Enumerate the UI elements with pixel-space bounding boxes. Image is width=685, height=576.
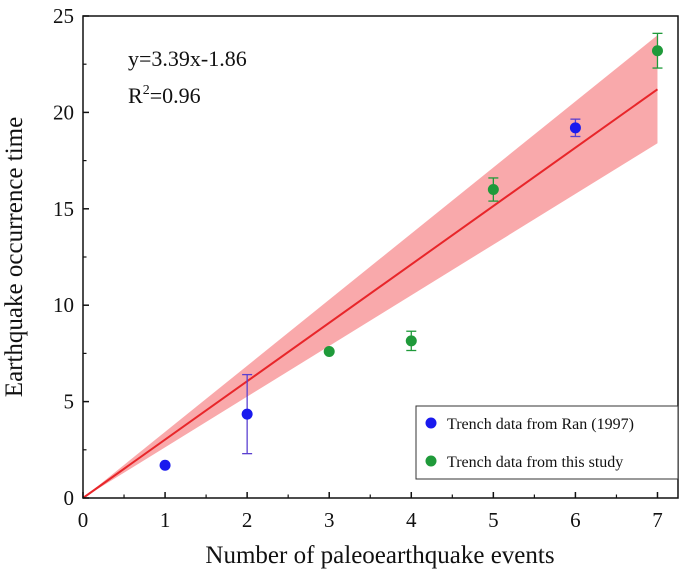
x-tick-label: 1 bbox=[160, 508, 171, 532]
data-point-series-2-4 bbox=[651, 45, 663, 57]
legend-label-this-study: Trench data from this study bbox=[447, 454, 623, 471]
confidence-band bbox=[83, 35, 658, 498]
data-point-series-2-1 bbox=[323, 345, 335, 357]
fit-equation-label: y=3.39x-1.86 bbox=[128, 46, 247, 71]
y-tick-label: 20 bbox=[53, 100, 74, 124]
x-tick-label: 3 bbox=[324, 508, 335, 532]
data-point-series-2-2 bbox=[405, 335, 417, 347]
x-tick-label: 5 bbox=[488, 508, 499, 532]
y-axis-title: Earthquake occurrence time bbox=[1, 117, 28, 397]
y-tick-label: 10 bbox=[53, 293, 74, 317]
data-point-series-2-3 bbox=[487, 184, 499, 196]
y-tick-label: 0 bbox=[64, 486, 75, 510]
legend-label-ran-1997: Trench data from Ran (1997) bbox=[447, 416, 634, 433]
r-squared-prefix: R bbox=[128, 83, 143, 108]
r-squared-label: R2=0.96 bbox=[128, 83, 201, 108]
x-tick-label: 2 bbox=[242, 508, 253, 532]
r-squared-superscript: 2 bbox=[143, 83, 150, 98]
x-tick-label: 4 bbox=[406, 508, 417, 532]
x-tick-label: 7 bbox=[652, 508, 663, 532]
x-axis-title: Number of paleoearthquake events bbox=[205, 542, 554, 569]
legend-box bbox=[415, 405, 679, 480]
data-point-series-1-3 bbox=[569, 122, 581, 134]
legend-marker-ran-1997 bbox=[425, 417, 437, 429]
y-tick-label: 5 bbox=[64, 390, 75, 414]
y-axis-ticks: 0 5 10 15 20 25 bbox=[53, 4, 89, 510]
confidence-band-layer bbox=[83, 35, 658, 498]
data-points-layer bbox=[159, 45, 663, 471]
legend: Trench data from Ran (1997) Trench data … bbox=[415, 405, 679, 480]
x-tick-label: 6 bbox=[570, 508, 581, 532]
fit-line bbox=[82, 88, 659, 499]
y-tick-label: 25 bbox=[53, 4, 74, 28]
x-tick-label: 0 bbox=[78, 508, 89, 532]
data-point-series-1-1 bbox=[159, 459, 171, 471]
x-axis-ticks: 0 1 2 3 4 5 6 7 bbox=[78, 492, 663, 532]
legend-marker-this-study bbox=[425, 455, 437, 467]
data-point-series-1-2 bbox=[241, 408, 253, 420]
fit-line-layer bbox=[82, 88, 659, 499]
y-tick-label: 15 bbox=[53, 197, 74, 221]
r-squared-value: =0.96 bbox=[150, 83, 201, 108]
